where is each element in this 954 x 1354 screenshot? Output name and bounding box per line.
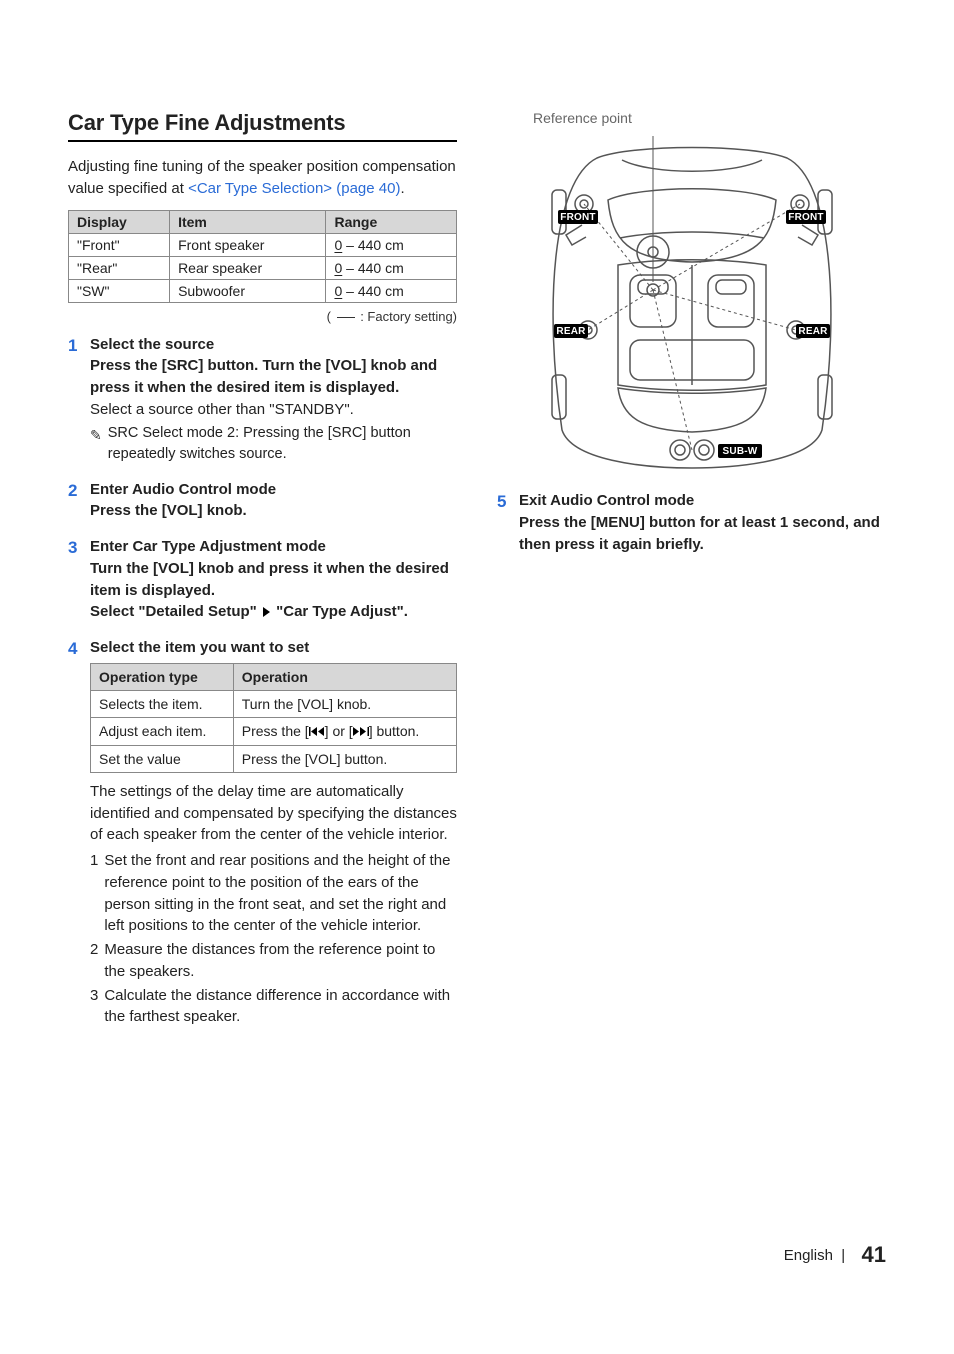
step-title: Exit Audio Control mode (519, 490, 886, 512)
operation-table: Operation type Operation Selects the ite… (90, 663, 457, 773)
th-display: Display (69, 210, 170, 233)
subnum: 3 (90, 985, 98, 1029)
subnum: 2 (90, 939, 98, 983)
step-5: Exit Audio Control mode Press the [MENU]… (497, 490, 886, 555)
cell: Selects the item. (91, 691, 234, 718)
chevron-right-icon (263, 607, 270, 617)
cell: Press the [] or [] button. (233, 718, 456, 745)
table-row: Adjust each item. Press the [] or [] but… (91, 718, 457, 745)
car-diagram: FRONT FRONT REAR REAR SUB-W (522, 130, 862, 470)
step-instruction: Press the [SRC] button. Turn the [VOL] k… (90, 355, 457, 399)
range-table: Display Item Range "Front" Front speaker… (68, 210, 457, 303)
footer-lang: English (784, 1247, 833, 1264)
table-row: Selects the item. Turn the [VOL] knob. (91, 691, 457, 718)
table-row: Set the value Press the [VOL] button. (91, 745, 457, 772)
section-title: Car Type Fine Adjustments (68, 110, 457, 142)
text: Select "Detailed Setup" (90, 603, 261, 620)
factory-setting-note: ( : Factory setting) (68, 309, 457, 324)
th-op: Operation (233, 663, 456, 690)
cell: Front speaker (170, 233, 326, 256)
prev-icon (309, 727, 325, 736)
subtext: Set the front and rear positions and the… (104, 850, 457, 937)
cell: Rear speaker (170, 256, 326, 279)
cell: Set the value (91, 745, 234, 772)
subtext: Measure the distances from the reference… (104, 939, 457, 983)
reference-point-label: Reference point (533, 110, 886, 126)
step-4: Select the item you want to set Operatio… (68, 637, 457, 1028)
subtext: Calculate the distance difference in acc… (104, 985, 457, 1029)
step-title: Select the source (90, 334, 457, 356)
cell: "SW" (69, 279, 170, 302)
step-title: Enter Audio Control mode (90, 479, 457, 501)
th-range: Range (326, 210, 457, 233)
after-table-text: The settings of the delay time are autom… (90, 781, 457, 846)
subnum: 1 (90, 850, 98, 937)
cell: Subwoofer (170, 279, 326, 302)
step-instruction-2: Select "Detailed Setup" "Car Type Adjust… (90, 601, 457, 623)
step-instruction: Turn the [VOL] knob and press it when th… (90, 558, 457, 602)
th-item: Item (170, 210, 326, 233)
footer-sep: | (841, 1247, 845, 1264)
cell: Turn the [VOL] knob. (233, 691, 456, 718)
cell: 0 – 440 cm (326, 256, 457, 279)
intro-text-2: . (400, 180, 404, 197)
pencil-icon: ✎ (90, 423, 102, 465)
cell: Adjust each item. (91, 718, 234, 745)
next-icon (353, 727, 369, 736)
text: "Car Type Adjust". (272, 603, 408, 620)
step-instruction: Press the [VOL] knob. (90, 500, 457, 522)
table-row: "Rear" Rear speaker 0 – 440 cm (69, 256, 457, 279)
badge-rear-left: REAR (556, 326, 586, 337)
cell: Press the [VOL] button. (233, 745, 456, 772)
subnote-text: SRC Select mode 2: Pressing the [SRC] bu… (108, 423, 457, 465)
cell: "Front" (69, 233, 170, 256)
step-title: Enter Car Type Adjustment mode (90, 536, 457, 558)
step-instruction: Press the [MENU] button for at least 1 s… (519, 512, 886, 556)
step-title: Select the item you want to set (90, 637, 457, 659)
step-2: Enter Audio Control mode Press the [VOL]… (68, 479, 457, 523)
page-number: 41 (862, 1242, 886, 1267)
cell: 0 – 440 cm (326, 233, 457, 256)
badge-front-left: FRONT (560, 212, 595, 223)
sub-steps: 1Set the front and rear positions and th… (90, 850, 457, 1028)
step-subnote: ✎ SRC Select mode 2: Pressing the [SRC] … (90, 423, 457, 465)
badge-subw: SUB-W (722, 446, 757, 457)
th-op-type: Operation type (91, 663, 234, 690)
step-3: Enter Car Type Adjustment mode Turn the … (68, 536, 457, 623)
table-row: "SW" Subwoofer 0 – 440 cm (69, 279, 457, 302)
table-row: "Front" Front speaker 0 – 440 cm (69, 233, 457, 256)
badge-rear-right: REAR (798, 326, 828, 337)
badge-front-right: FRONT (788, 212, 823, 223)
link-car-type-selection[interactable]: <Car Type Selection> (page 40) (188, 180, 400, 197)
intro-paragraph: Adjusting fine tuning of the speaker pos… (68, 156, 457, 200)
page-footer: English | 41 (68, 1242, 886, 1268)
step-1: Select the source Press the [SRC] button… (68, 334, 457, 465)
cell: 0 – 440 cm (326, 279, 457, 302)
cell: "Rear" (69, 256, 170, 279)
step-note: Select a source other than "STANDBY". (90, 399, 457, 421)
